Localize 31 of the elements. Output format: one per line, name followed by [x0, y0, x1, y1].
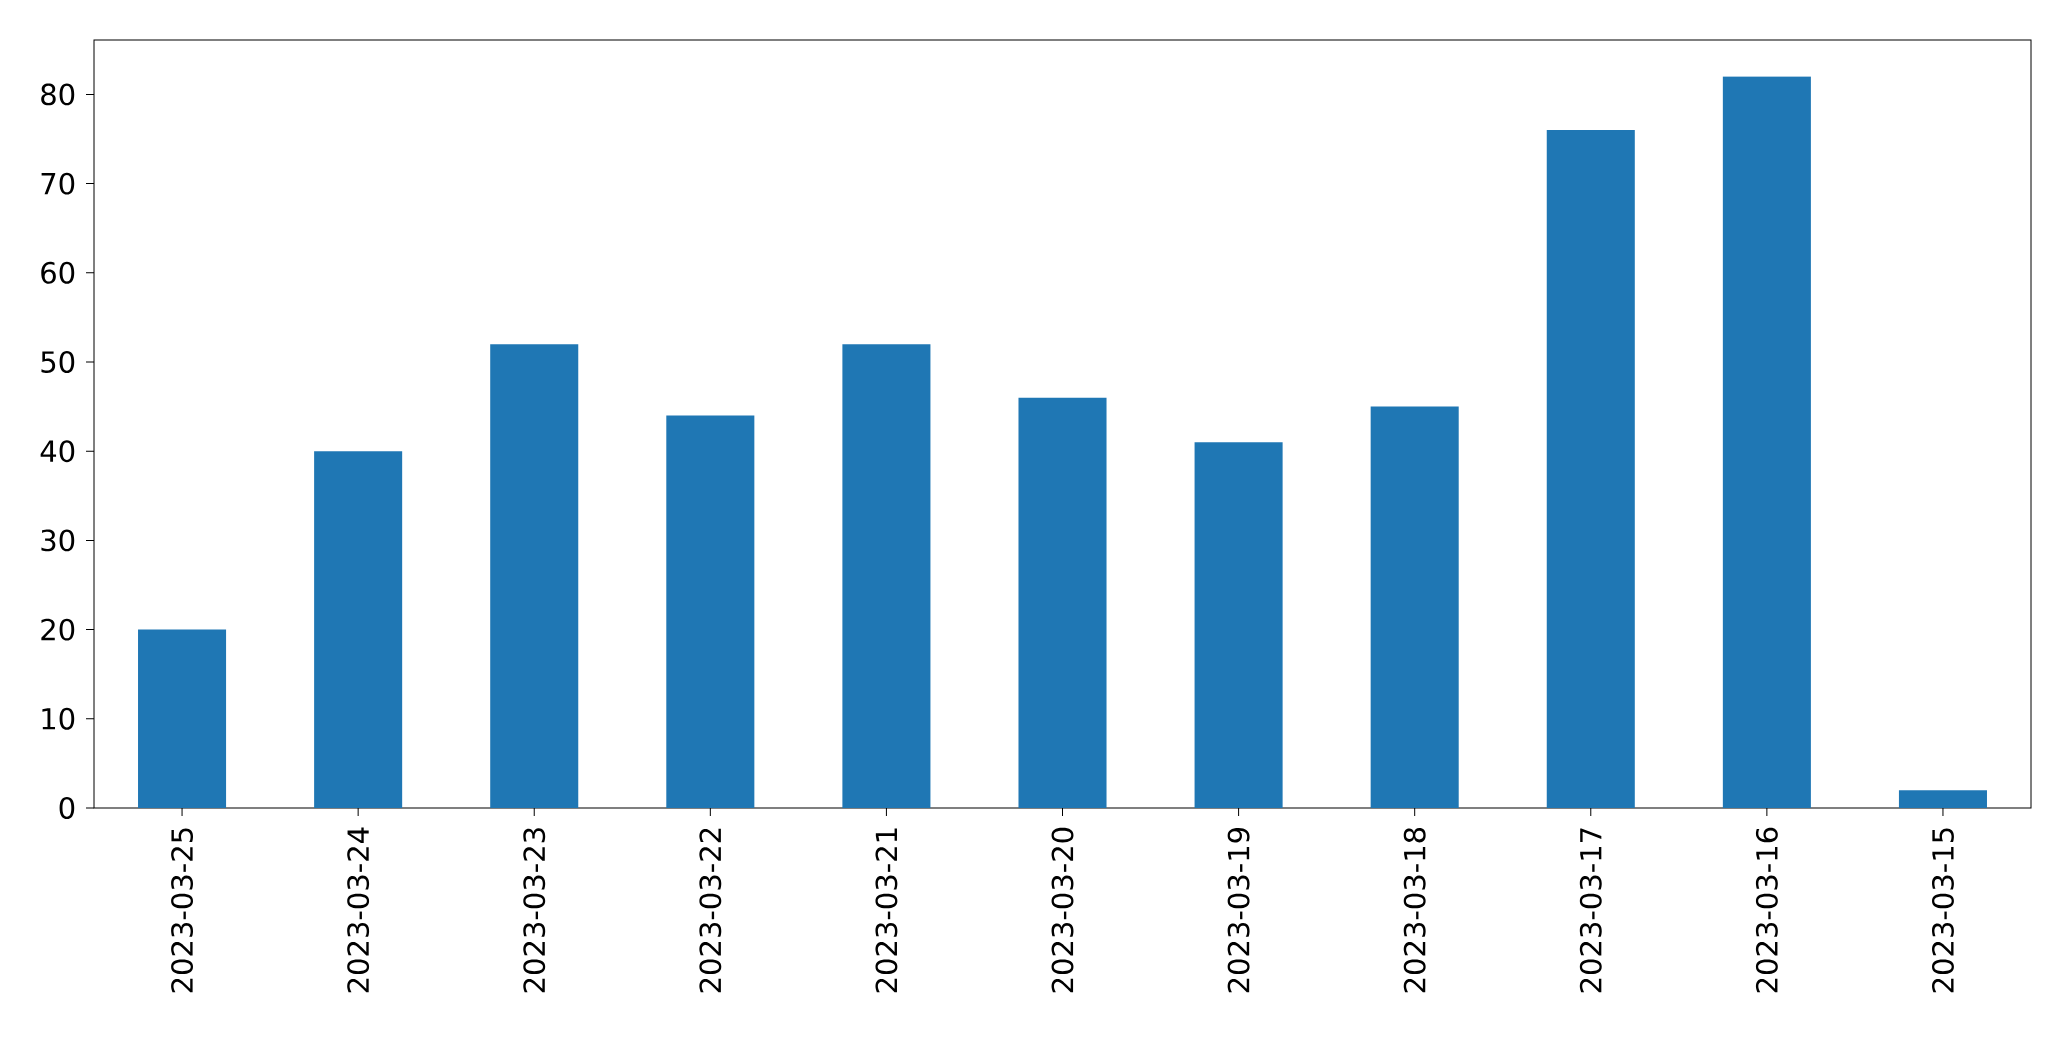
- bar: [138, 629, 227, 808]
- y-tick-label: 20: [41, 618, 75, 641]
- y-tick-label: 70: [41, 172, 75, 195]
- y-tick-label: 10: [42, 707, 75, 730]
- bar: [490, 344, 579, 808]
- bar: [1898, 790, 1987, 808]
- bar: [1018, 397, 1107, 808]
- bar: [842, 344, 931, 808]
- x-tick-label: 2023-03-23: [523, 828, 546, 993]
- bar: [314, 451, 403, 808]
- bar: [666, 415, 755, 808]
- x-tick-label: 2023-03-18: [1403, 827, 1426, 993]
- x-tick-label: 2023-03-16: [1755, 827, 1778, 993]
- x-tick-label: 2023-03-24: [347, 827, 370, 993]
- bar: [1370, 406, 1459, 808]
- bar: [1722, 76, 1811, 808]
- y-tick-label: 40: [40, 440, 75, 463]
- y-tick-label: 30: [41, 529, 75, 552]
- x-tick-label: 2023-03-17: [1579, 828, 1602, 993]
- x-tick-label: 2023-03-15: [1932, 828, 1954, 993]
- y-tick-label: 60: [41, 261, 75, 284]
- y-tick-label: 0: [59, 797, 75, 819]
- y-tick-label: 80: [41, 83, 75, 106]
- x-tick-label: 2023-03-21: [875, 828, 898, 993]
- x-tick-label: 2023-03-19: [1227, 827, 1250, 993]
- x-tick-label: 2023-03-20: [1051, 827, 1074, 993]
- x-tick-label: 2023-03-22: [699, 828, 722, 993]
- bar: [1194, 442, 1283, 808]
- bar: [1546, 130, 1635, 808]
- y-tick-label: 50: [41, 351, 75, 373]
- x-tick-label: 2023-03-25: [171, 828, 194, 993]
